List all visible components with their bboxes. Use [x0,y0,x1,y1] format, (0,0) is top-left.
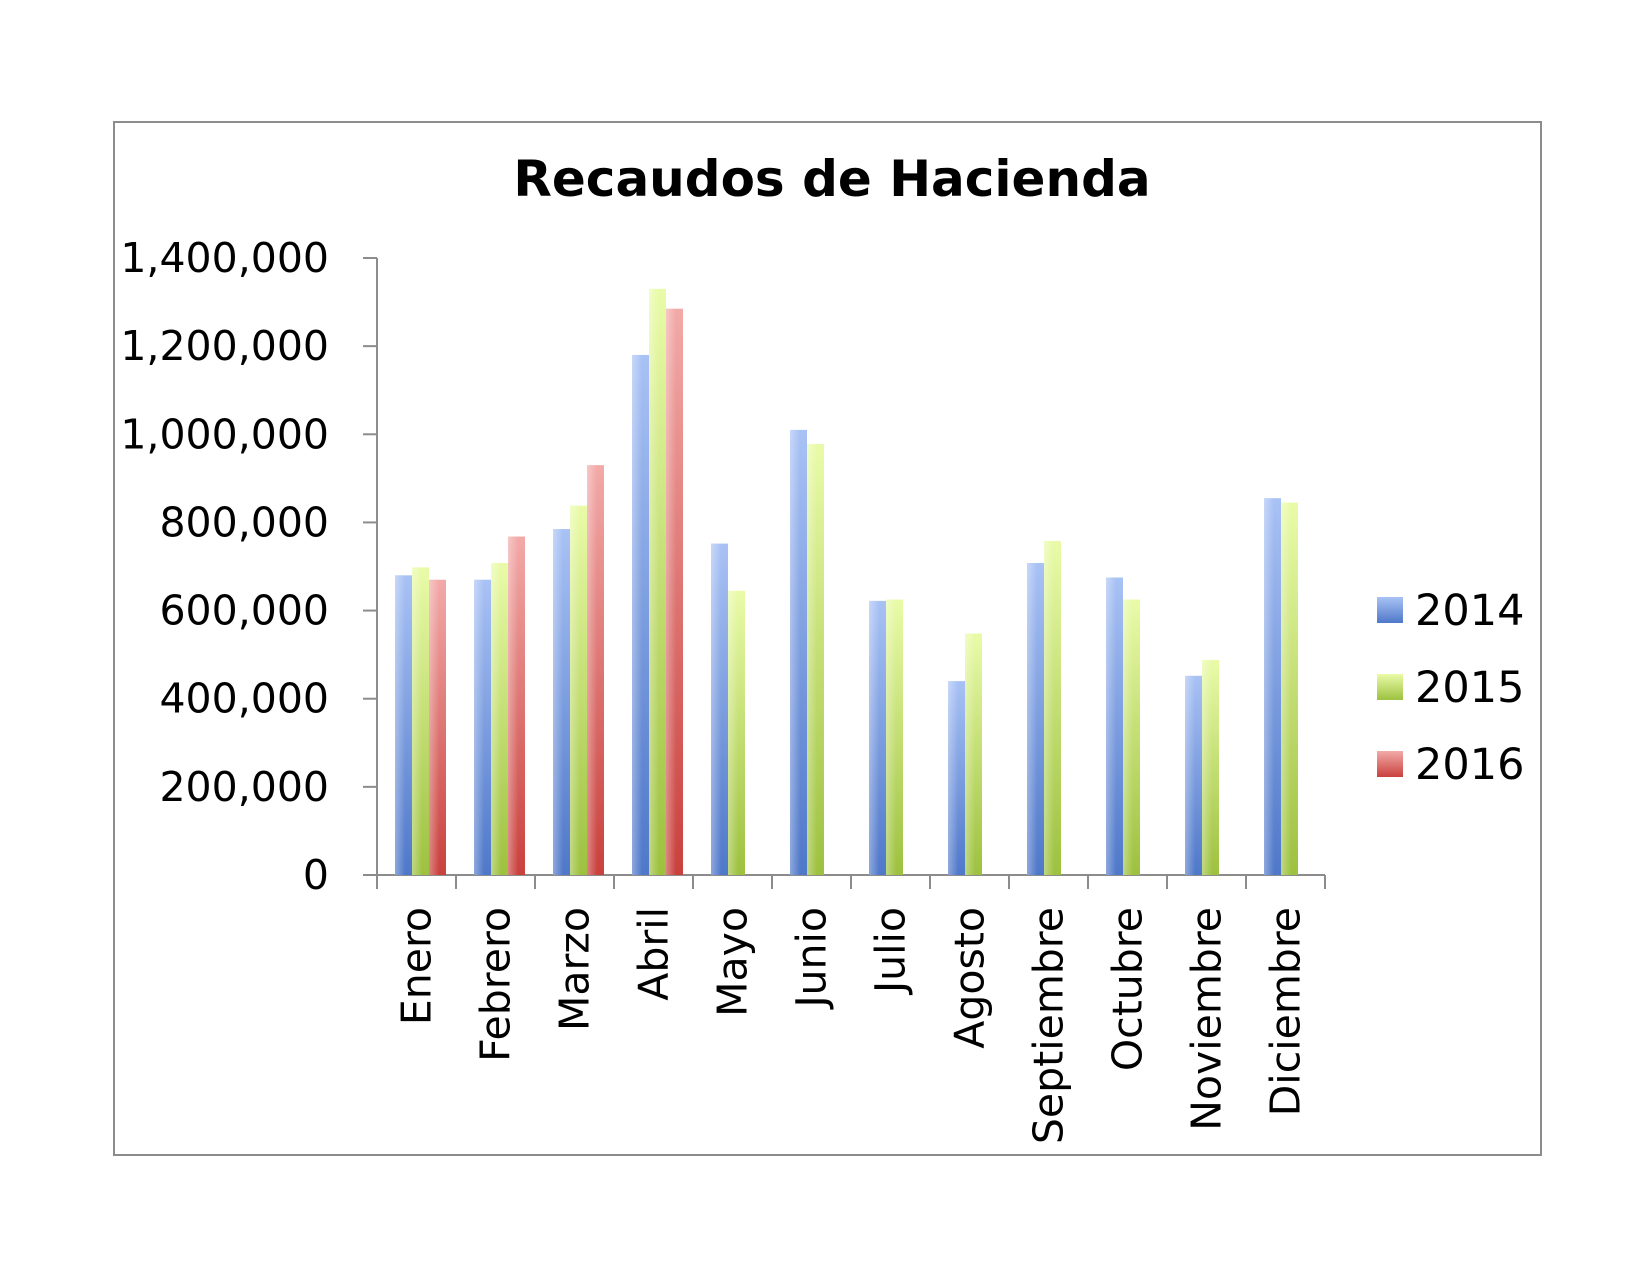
legend-swatch-2014 [1377,597,1403,623]
y-tick-label: 400,000 [159,675,329,723]
y-tick-label: 1,200,000 [120,322,329,370]
bar-highlight [728,590,745,875]
bar-highlight [429,579,446,875]
bar-highlight [649,288,666,876]
bar-highlight [807,443,824,875]
chart-frame [113,121,1542,1156]
legend-label-2015: 2015 [1415,663,1524,713]
legend-label-2016: 2016 [1415,740,1524,790]
legend-label-2014: 2014 [1415,586,1524,636]
x-tick-label: Enero [393,907,441,1025]
y-axis: 0 200,000 400,000 600,000 800,000 1,000,000 1,… [120,234,378,899]
bar-highlight [1123,599,1140,875]
bar-highlight [491,562,508,875]
x-tick-label: Febrero [472,907,520,1062]
bar-highlight [948,681,965,875]
x-tick-label: Agosto [946,907,994,1049]
x-tick-label: Septiembre [1025,907,1073,1144]
bar-highlight [587,465,604,875]
legend: 2014 2015 2016 [1377,586,1524,790]
bar-highlight [508,536,525,875]
bar-highlight [1027,562,1044,875]
bar-highlight [869,600,886,875]
bar-highlight [570,505,587,875]
bar-highlight [1264,498,1281,875]
bar-highlight [1185,675,1202,875]
bar-highlight [553,529,570,875]
x-axis: Enero Febrero Marzo Abril Mayo Junio Julio Agos… [376,874,1326,1144]
bar-highlight [1106,577,1123,875]
y-tick-label: 1,000,000 [120,410,329,458]
y-tick-label: 200,000 [159,763,329,811]
x-tick-label: Noviembre [1183,907,1231,1131]
bar-highlight [1281,502,1298,875]
x-tick-label: Mayo [709,907,757,1017]
x-tick-label: Marzo [551,907,599,1031]
bar-highlight [790,429,807,875]
bar-highlight [412,567,429,875]
bar-highlight [632,354,649,875]
chart-title: Recaudos de Hacienda [513,150,1150,208]
bar-highlight [965,633,982,875]
x-tick-label: Octubre [1104,907,1152,1071]
x-tick-label: Junio [788,907,836,1011]
x-tick-label: Julio [867,907,915,996]
y-tick-label: 600,000 [159,587,329,635]
x-tick-label: Diciembre [1262,907,1310,1116]
bar-highlight [1044,540,1061,875]
y-tick-label: 800,000 [159,498,329,546]
y-tick-label: 1,400,000 [120,234,329,282]
bar-highlight [395,575,412,875]
y-tick-label: 0 [303,851,329,899]
bars-group [395,288,1298,876]
bar-highlight [711,543,728,875]
legend-swatch-2015 [1377,674,1403,700]
bar-highlight [474,579,491,875]
bar-highlight [666,308,683,875]
bar-highlight [886,599,903,875]
legend-swatch-2016 [1377,751,1403,777]
x-tick-label: Abril [630,907,678,1001]
bar-highlight [1202,659,1219,875]
